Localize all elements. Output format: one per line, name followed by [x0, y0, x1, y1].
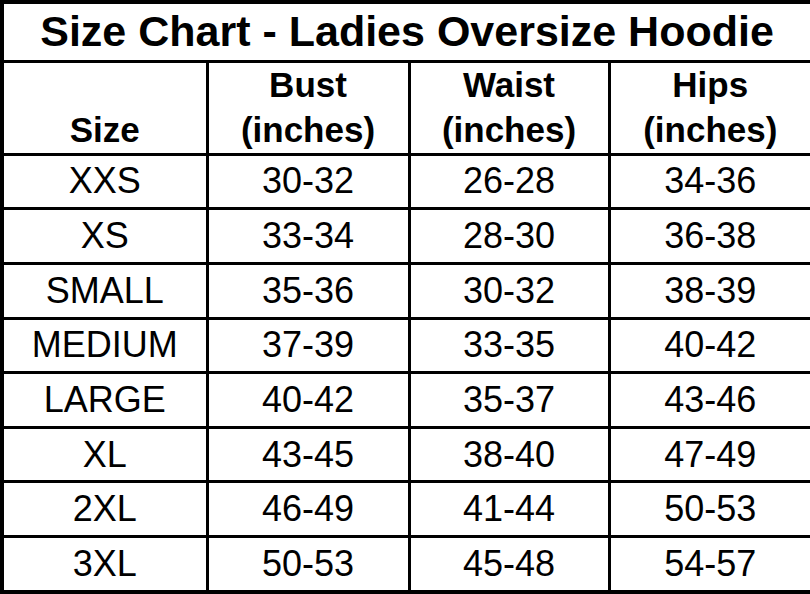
size-cell: XS [2, 209, 207, 264]
bust-cell: 50-53 [207, 537, 409, 592]
bust-cell: 30-32 [207, 154, 409, 209]
waist-cell: 41-44 [409, 482, 609, 537]
size-cell: MEDIUM [2, 318, 207, 373]
bust-cell: 46-49 [207, 482, 409, 537]
size-cell: LARGE [2, 373, 207, 428]
waist-cell: 38-40 [409, 427, 609, 482]
bust-cell: 33-34 [207, 209, 409, 264]
size-chart-page: Size Chart - Ladies Oversize Hoodie Size… [0, 0, 810, 594]
table-row: 2XL 46-49 41-44 50-53 [2, 482, 810, 537]
bust-cell: 37-39 [207, 318, 409, 373]
table-row: LARGE 40-42 35-37 43-46 [2, 373, 810, 428]
table-row: SMALL 35-36 30-32 38-39 [2, 263, 810, 318]
hips-cell: 36-38 [609, 209, 810, 264]
table-row: 3XL 50-53 45-48 54-57 [2, 537, 810, 592]
column-header-waist: Waist (inches) [409, 62, 609, 155]
column-header-size: Size [2, 62, 207, 155]
size-cell: XL [2, 427, 207, 482]
bust-cell: 40-42 [207, 373, 409, 428]
bust-header-unit: (inches) [241, 110, 375, 149]
hips-cell: 47-49 [609, 427, 810, 482]
bust-cell: 43-45 [207, 427, 409, 482]
hips-cell: 34-36 [609, 154, 810, 209]
waist-header-label: Waist [463, 65, 555, 104]
hips-cell: 50-53 [609, 482, 810, 537]
waist-cell: 28-30 [409, 209, 609, 264]
waist-cell: 33-35 [409, 318, 609, 373]
hips-header-label: Hips [672, 65, 748, 104]
size-cell: XXS [2, 154, 207, 209]
waist-cell: 26-28 [409, 154, 609, 209]
waist-cell: 30-32 [409, 263, 609, 318]
table-row: XS 33-34 28-30 36-38 [2, 209, 810, 264]
size-chart-table: Size Chart - Ladies Oversize Hoodie Size… [0, 0, 810, 594]
bust-cell: 35-36 [207, 263, 409, 318]
table-row: XL 43-45 38-40 47-49 [2, 427, 810, 482]
hips-cell: 40-42 [609, 318, 810, 373]
size-cell: 2XL [2, 482, 207, 537]
waist-cell: 45-48 [409, 537, 609, 592]
hips-cell: 54-57 [609, 537, 810, 592]
waist-header-unit: (inches) [442, 110, 576, 149]
table-row: MEDIUM 37-39 33-35 40-42 [2, 318, 810, 373]
title-row: Size Chart - Ladies Oversize Hoodie [2, 2, 810, 62]
table-row: XXS 30-32 26-28 34-36 [2, 154, 810, 209]
waist-cell: 35-37 [409, 373, 609, 428]
hips-cell: 43-46 [609, 373, 810, 428]
size-header-label: Size [70, 110, 140, 149]
size-cell: 3XL [2, 537, 207, 592]
page-title: Size Chart - Ladies Oversize Hoodie [2, 2, 810, 62]
column-header-bust: Bust (inches) [207, 62, 409, 155]
size-cell: SMALL [2, 263, 207, 318]
hips-cell: 38-39 [609, 263, 810, 318]
hips-header-unit: (inches) [643, 110, 777, 149]
header-row: Size Bust (inches) Waist (inches) Hips (… [2, 62, 810, 155]
column-header-hips: Hips (inches) [609, 62, 810, 155]
bust-header-label: Bust [269, 65, 347, 104]
